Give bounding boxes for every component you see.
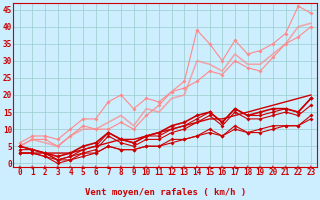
X-axis label: Vent moyen/en rafales ( km/h ): Vent moyen/en rafales ( km/h ) bbox=[85, 188, 246, 197]
